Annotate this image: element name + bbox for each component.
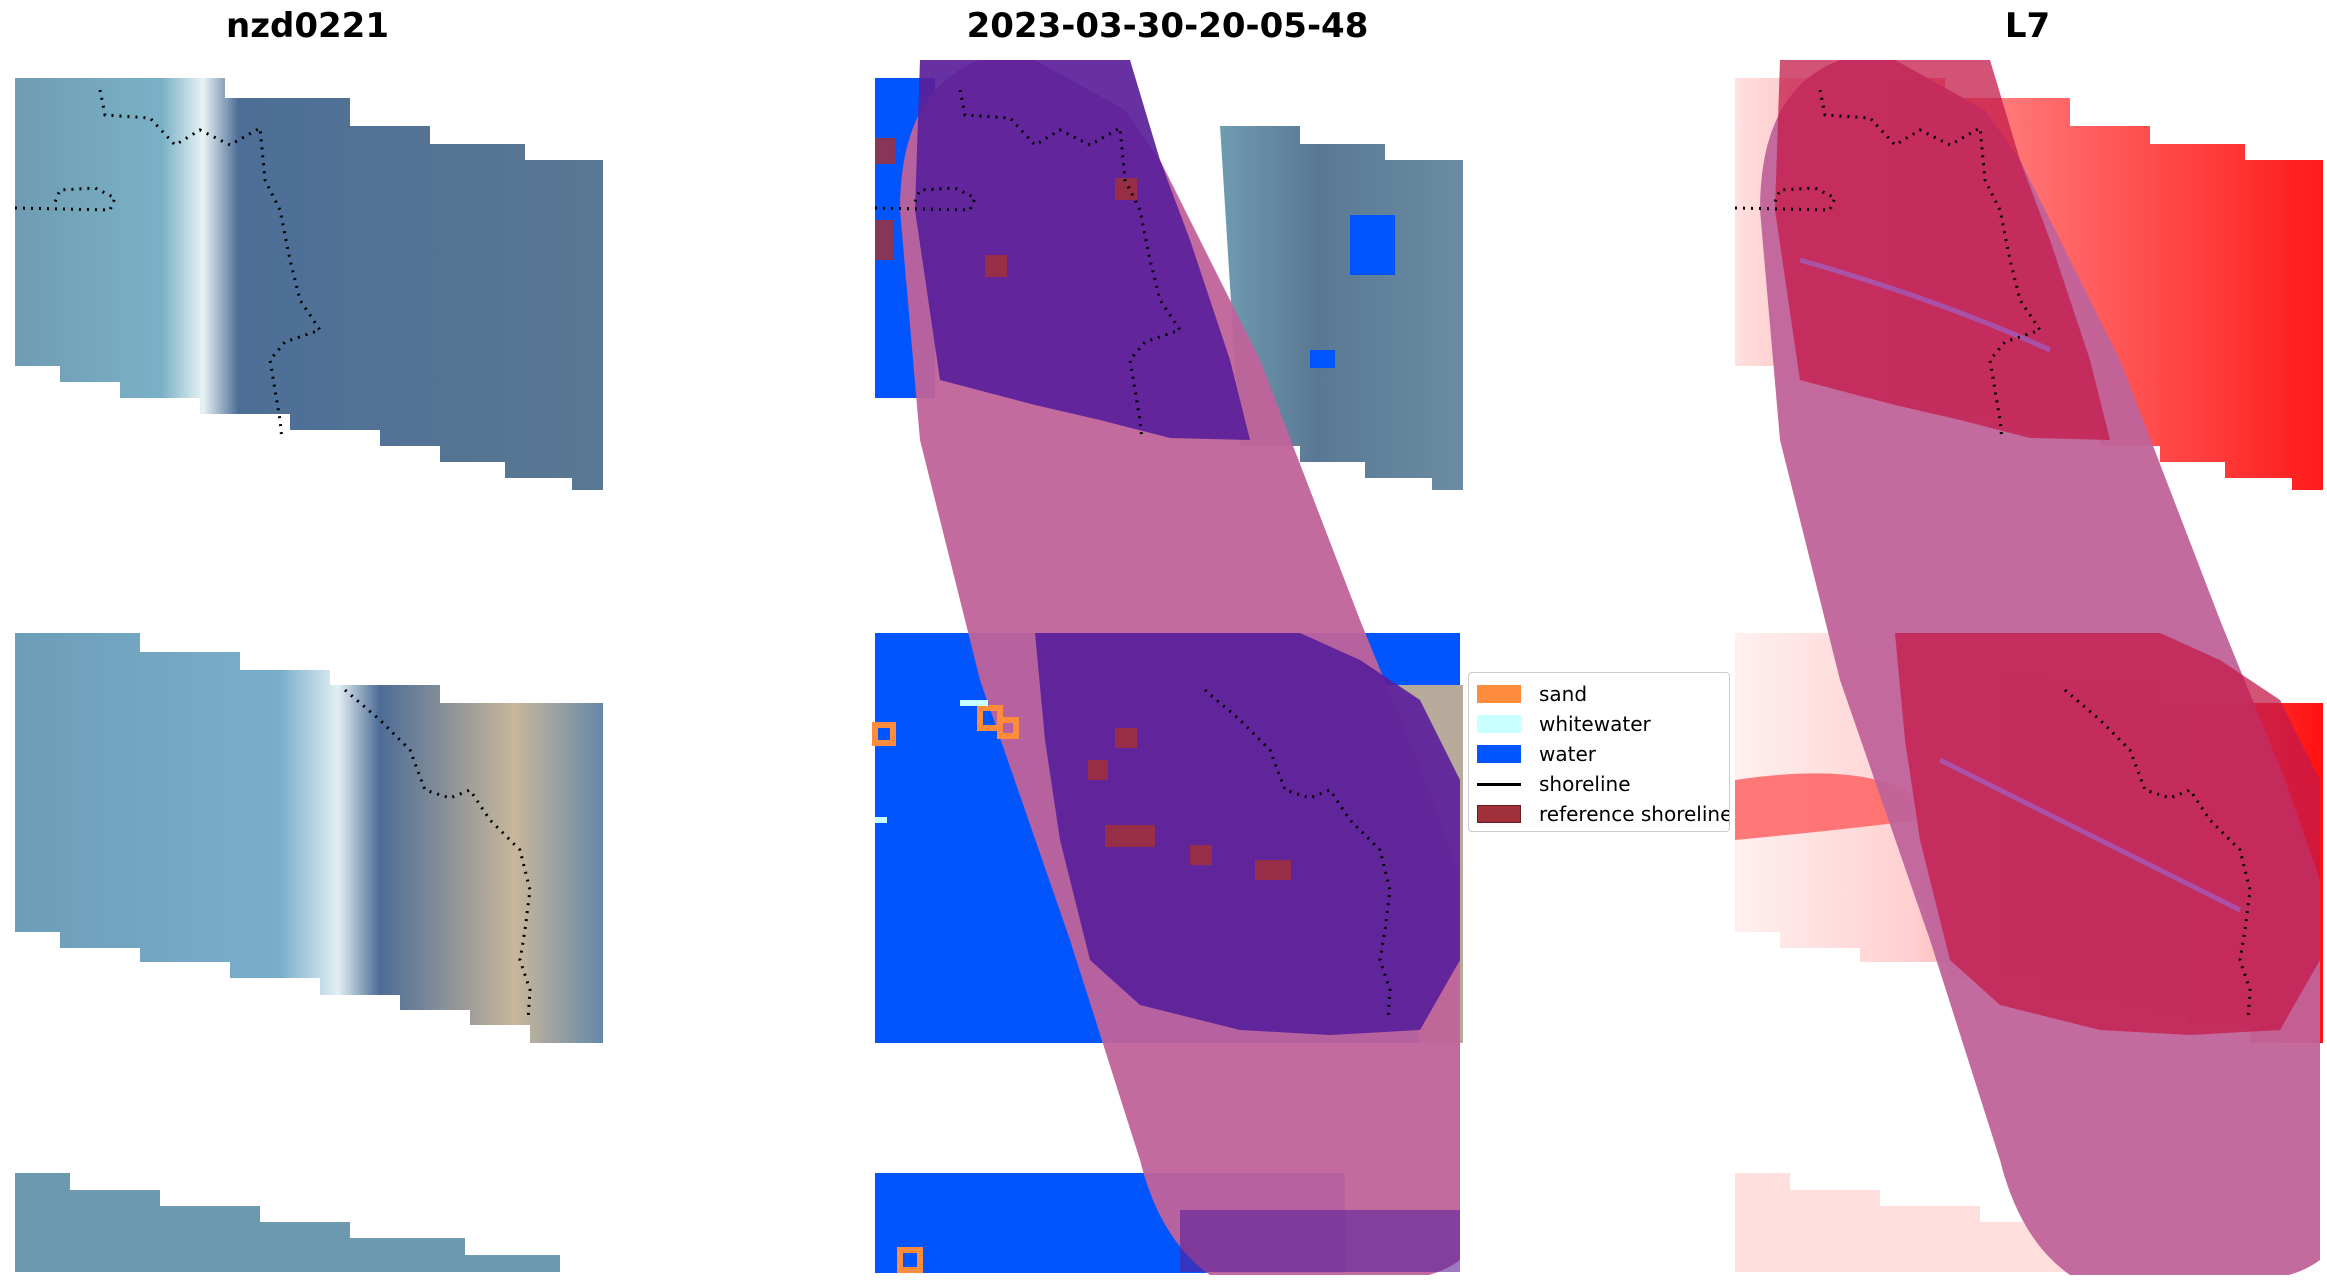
class-whitewater-patch (960, 700, 988, 706)
imagery-strip-bottom (15, 1173, 560, 1272)
panel-title-date: 2023-03-30-20-05-48 (966, 6, 1369, 46)
index-image (1734, 60, 2323, 1275)
class-reference-patch (1115, 178, 1137, 200)
classification-panel (860, 60, 1480, 1275)
index-streak (1938, 757, 2242, 913)
shoreline-middle (2064, 688, 2252, 1021)
shoreline-middle (1204, 688, 1392, 1021)
legend-label: reference shoreline (1539, 802, 1730, 826)
rgb-image-panel (0, 60, 620, 1275)
legend-item-whitewater: whitewater (1477, 709, 1721, 739)
class-reference-patch (1115, 728, 1137, 748)
panel-title-satellite: L7 (2004, 6, 2051, 46)
index-red-band (1735, 773, 1920, 840)
legend: sand whitewater water shoreline referenc… (1468, 672, 1730, 832)
imagery-strip-middle (15, 633, 603, 1043)
legend-item-shoreline: shoreline (1477, 769, 1721, 799)
class-reference-patch (875, 138, 895, 164)
legend-label: shoreline (1539, 772, 1631, 796)
index-streak (1799, 257, 2052, 353)
shoreline-top (958, 89, 1183, 441)
rgb-image (14, 78, 603, 1272)
class-water-patch (1350, 215, 1395, 275)
legend-item-water: water (1477, 739, 1721, 769)
legend-item-reference-shoreline: reference shoreline (1477, 799, 1729, 829)
legend-swatch-water (1477, 745, 1521, 763)
class-whitewater-patch (875, 817, 887, 823)
legend-swatch-sand (1477, 685, 1521, 703)
legend-item-sand: sand (1477, 679, 1721, 709)
class-reference-patch (1255, 860, 1291, 880)
shoreline-middle (344, 688, 532, 1021)
index-overlay-middle (1895, 633, 2320, 1035)
class-reference-patch (1105, 825, 1155, 847)
class-water-patch (1310, 350, 1335, 368)
shoreline-top (1818, 89, 2043, 441)
class-reference-patch (875, 220, 893, 260)
shoreline-top (98, 89, 323, 441)
classification-image (872, 60, 1463, 1275)
class-reference-patch (1190, 845, 1212, 865)
legend-label: sand (1539, 682, 1588, 706)
reference-overlay-top (915, 60, 1250, 440)
reference-overlay-bottom (1180, 1210, 1460, 1272)
panel-title-rgb: nzd0221 (226, 6, 389, 46)
class-reference-patch (1088, 760, 1108, 780)
imagery-strip-top (15, 78, 603, 490)
imagery-top-right (1220, 126, 1463, 490)
index-overlay-top (1775, 60, 2110, 440)
class-sand-patch (897, 1247, 923, 1273)
legend-label: water (1539, 742, 1596, 766)
legend-swatch-whitewater (1477, 715, 1521, 733)
legend-swatch-reference-shoreline (1477, 805, 1521, 823)
class-reference-patch (985, 255, 1007, 277)
class-sand-patch (872, 722, 896, 746)
legend-line-shoreline (1477, 782, 1521, 786)
legend-label: whitewater (1539, 712, 1651, 736)
index-panel (1720, 60, 2327, 1275)
class-sand-patch (997, 717, 1019, 739)
reference-overlay-middle (1035, 633, 1460, 1035)
